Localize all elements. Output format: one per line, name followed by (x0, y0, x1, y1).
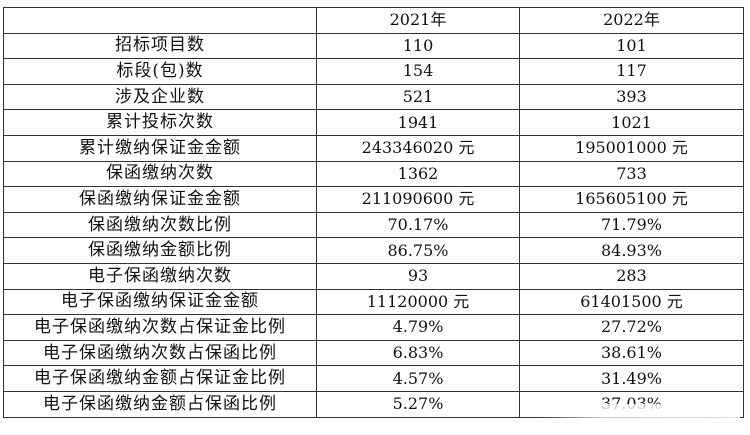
row-label-cell: 涉及企业数 (3, 83, 317, 111)
row-label-cell: 电子保函缴纳次数 (3, 262, 317, 290)
table-row: 电子保函缴纳保证金金额 11120000 元 61401500 元 (3, 288, 744, 316)
value-2021-cell: 5.27% (316, 390, 520, 418)
value-2021-cell: 521 (316, 83, 520, 111)
value-2021-cell: 4.57% (316, 365, 520, 392)
table-row: 电子保函缴纳次数 93 283 (3, 262, 744, 290)
row-label-cell: 保函缴纳次数 (3, 160, 317, 188)
table-row: 标段(包)数 154 117 (3, 58, 744, 85)
header-year-2022: 2022年 (519, 7, 744, 34)
value-2022-cell: 31.49% (519, 365, 744, 392)
table-row: 电子保函缴纳次数占保函比例 6.83% 38.61% (3, 339, 744, 367)
value-2021-cell: 1941 (316, 109, 520, 136)
row-label-cell: 标段(包)数 (3, 58, 317, 85)
table-row: 保函缴纳金额比例 86.75% 84.93% (3, 237, 744, 264)
header-corner-cell (3, 7, 317, 34)
statistics-table: 2021年 2022年 招标项目数 110 101 标段(包)数 154 117 涉及企业数… (3, 7, 744, 418)
row-label-cell: 累计投标次数 (3, 109, 317, 136)
value-2022-cell: 84.93% (519, 237, 744, 264)
value-2021-cell: 211090600 元 (316, 186, 520, 213)
row-label-cell: 电子保函缴纳次数占保证金比例 (3, 314, 317, 341)
table-row: 保函缴纳次数比例 70.17% 71.79% (3, 211, 744, 239)
table-row: 累计缴纳保证金金额 243346020 元 195001000 元 (3, 134, 744, 162)
value-2022-cell: 117 (519, 58, 744, 85)
value-2021-cell: 11120000 元 (316, 288, 520, 316)
value-2022-cell: 393 (519, 83, 744, 111)
value-2022-cell: 165605100 元 (519, 186, 744, 213)
table-body: 2021年 2022年 招标项目数 110 101 标段(包)数 154 117 涉及企业数… (3, 7, 744, 418)
value-2022-cell: 38.61% (519, 339, 744, 367)
table-row: 保函缴纳次数 1362 733 (3, 160, 744, 188)
value-2021-cell: 154 (316, 58, 520, 85)
table-row: 电子保函缴纳金额占保函比例 5.27% 37.03% (3, 390, 744, 418)
value-2022-cell: 71.79% (519, 211, 744, 239)
row-label-cell: 电子保函缴纳金额占保证金比例 (3, 365, 317, 392)
value-2021-cell: 86.75% (316, 237, 520, 264)
value-2021-cell: 93 (316, 262, 520, 290)
value-2022-cell: 27.72% (519, 314, 744, 341)
value-2022-cell: 101 (519, 32, 744, 60)
table-row: 电子保函缴纳次数占保证金比例 4.79% 27.72% (3, 314, 744, 341)
row-label-cell: 保函缴纳金额比例 (3, 237, 317, 264)
value-2021-cell: 70.17% (316, 211, 520, 239)
table-row: 保函缴纳保证金金额 211090600 元 165605100 元 (3, 186, 744, 213)
value-2022-cell: 1021 (519, 109, 744, 136)
row-label-cell: 保函缴纳次数比例 (3, 211, 317, 239)
row-label-cell: 电子保函缴纳保证金金额 (3, 288, 317, 316)
table-row: 累计投标次数 1941 1021 (3, 109, 744, 136)
header-year-2021: 2021年 (316, 7, 520, 34)
value-2021-cell: 4.79% (316, 314, 520, 341)
value-2021-cell: 110 (316, 32, 520, 60)
value-2021-cell: 243346020 元 (316, 134, 520, 162)
row-label-cell: 电子保函缴纳次数占保函比例 (3, 339, 317, 367)
value-2022-cell: 195001000 元 (519, 134, 744, 162)
row-label-cell: 保函缴纳保证金金额 (3, 186, 317, 213)
row-label-cell: 招标项目数 (3, 32, 317, 60)
value-2022-cell: 61401500 元 (519, 288, 744, 316)
row-label-cell: 累计缴纳保证金金额 (3, 134, 317, 162)
value-2021-cell: 1362 (316, 160, 520, 188)
value-2022-cell: 733 (519, 160, 744, 188)
table-row: 电子保函缴纳金额占保证金比例 4.57% 31.49% (3, 365, 744, 392)
table-row: 涉及企业数 521 393 (3, 83, 744, 111)
table-row: 招标项目数 110 101 (3, 32, 744, 60)
row-label-cell: 电子保函缴纳金额占保函比例 (3, 390, 317, 418)
header-row: 2021年 2022年 (3, 7, 744, 34)
value-2022-cell: 37.03% (519, 390, 744, 418)
value-2021-cell: 6.83% (316, 339, 520, 367)
value-2022-cell: 283 (519, 262, 744, 290)
